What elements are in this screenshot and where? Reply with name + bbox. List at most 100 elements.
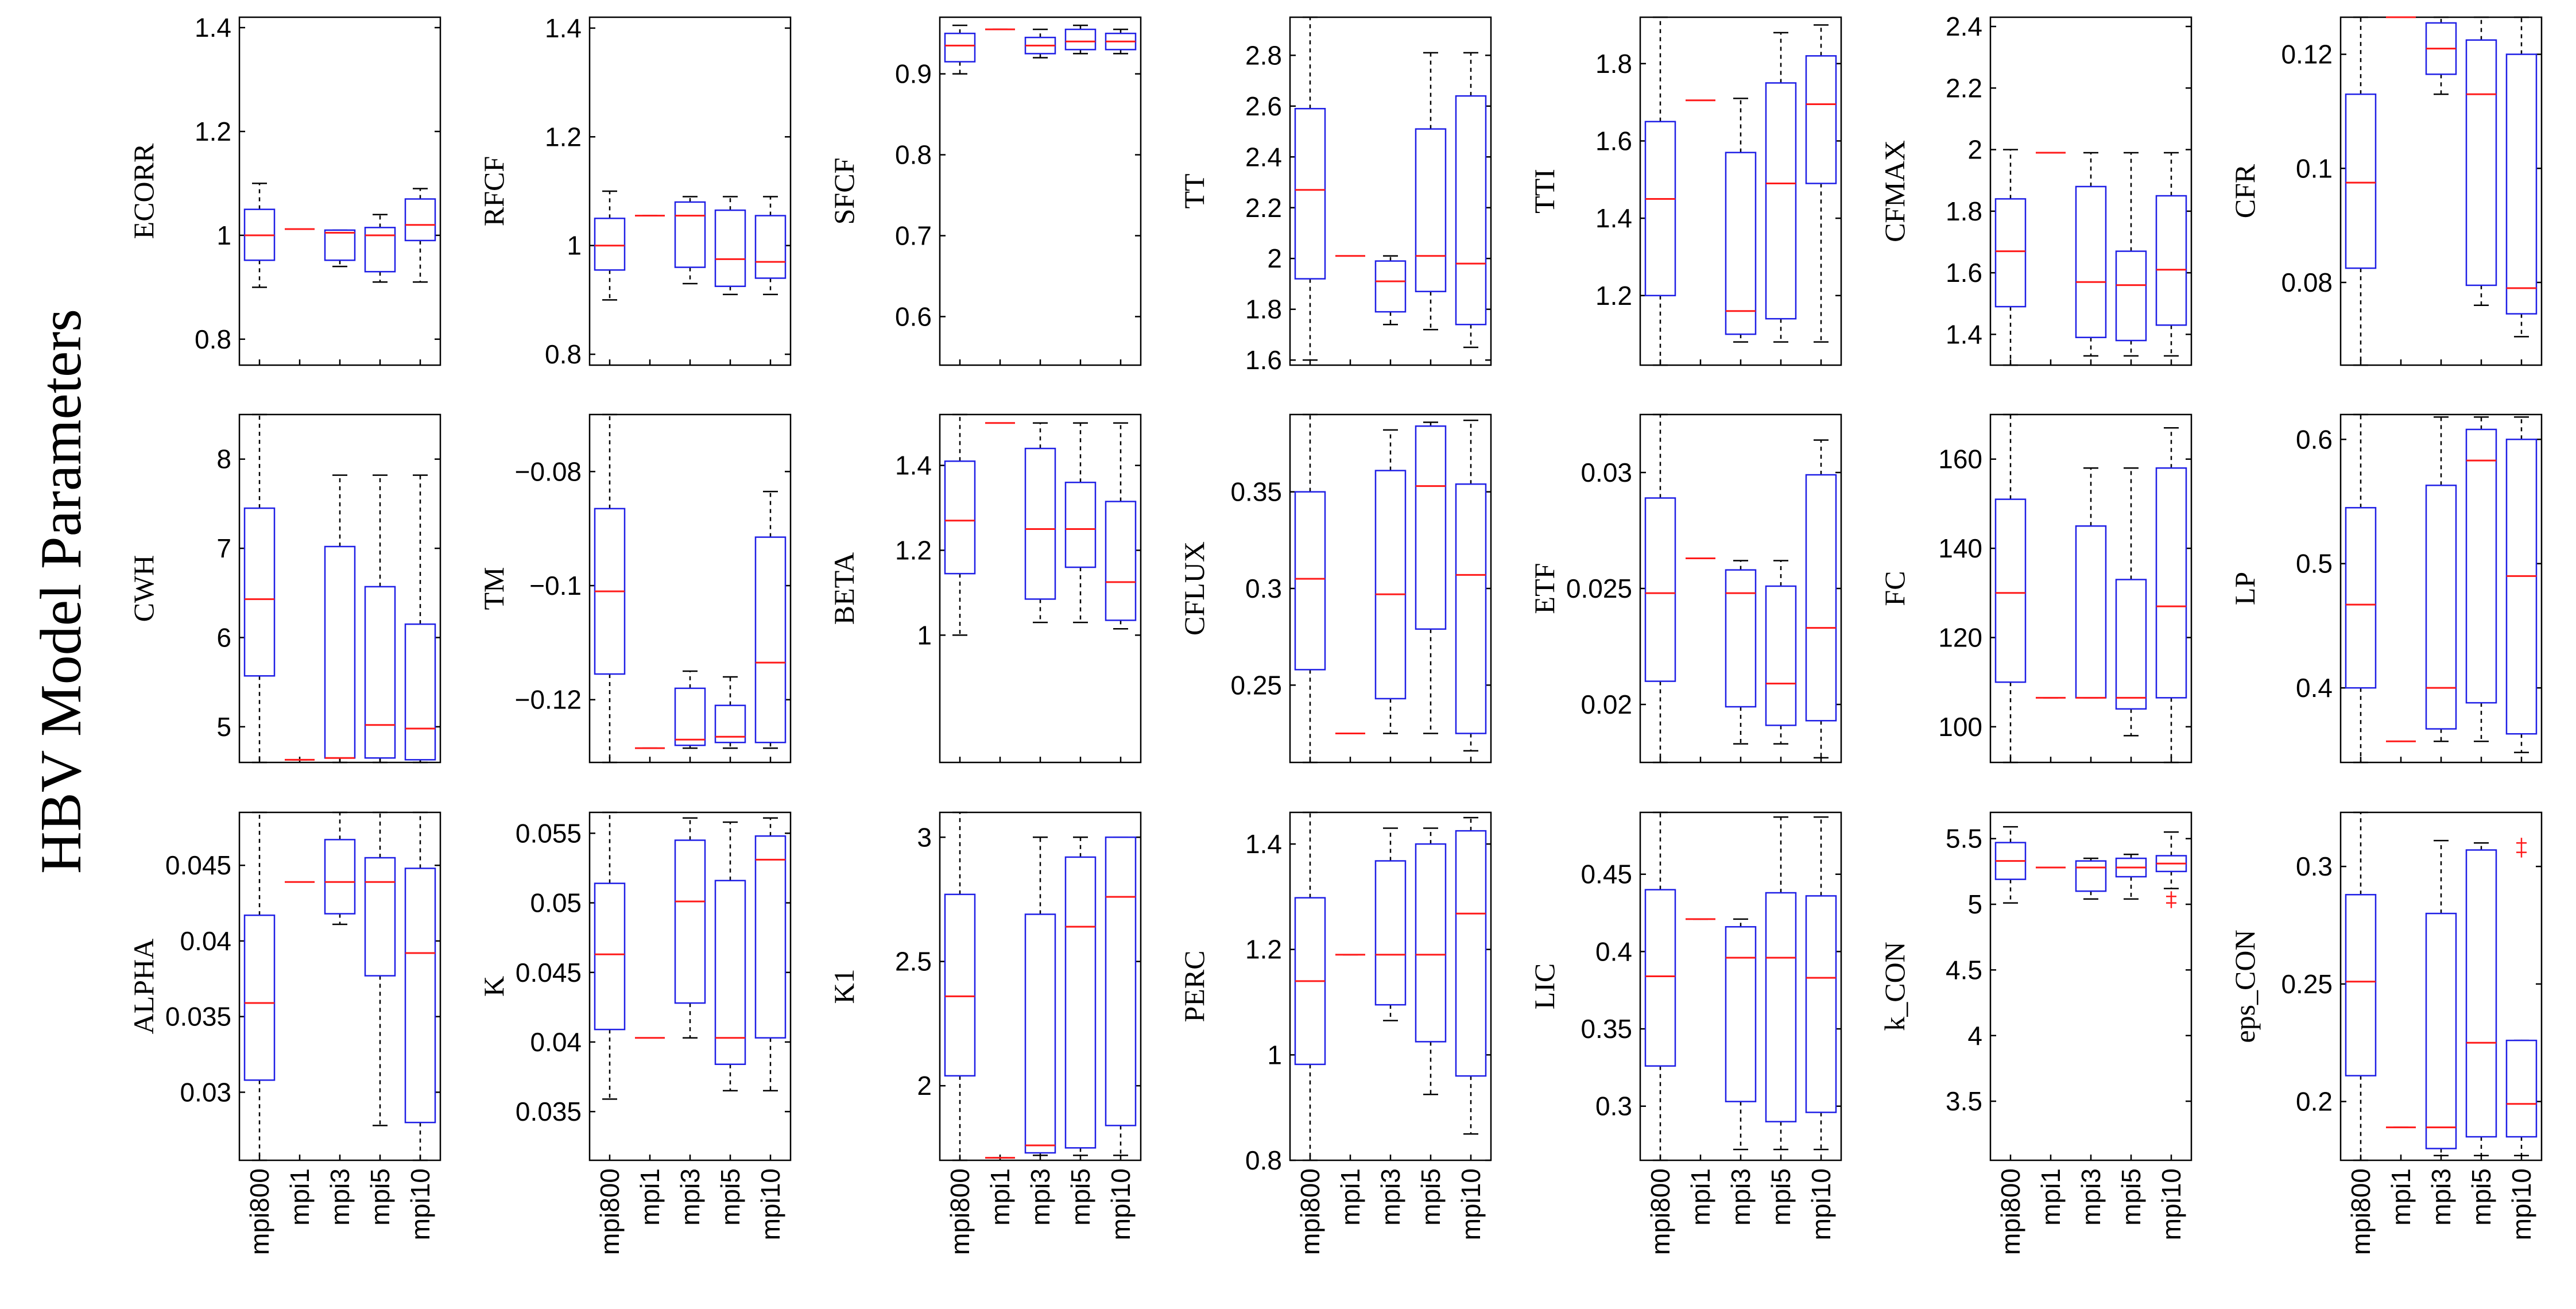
ytick-label: 1.4: [1946, 319, 1982, 349]
ytick-label: 0.3: [1245, 574, 1282, 603]
iqr-box: [243, 507, 276, 677]
xtick-label: mpi5: [1416, 1168, 1446, 1226]
iqr-box: [1765, 82, 1797, 320]
panel-ylabel: LIC: [1528, 963, 1560, 1010]
box-mpi5: [364, 811, 396, 1126]
panel-cflux: 0.25 0.3 0.35 CFLUX: [1178, 413, 1492, 764]
iqr-box: [404, 867, 436, 1124]
ytick-label: 1.2: [545, 122, 582, 152]
box-mpi5: [1064, 836, 1097, 1156]
box-mpi5: [2115, 853, 2147, 900]
box-mpi10: [1805, 24, 1837, 343]
box-mpi10: [1105, 836, 1137, 1156]
ytick-label: 2.4: [1245, 142, 1282, 172]
iqr-box: [2425, 485, 2457, 730]
box-mpi10: [1805, 439, 1837, 759]
iqr-box: [2075, 525, 2107, 699]
ytick-label: 1.8: [1245, 295, 1282, 324]
box-mpi5: [714, 821, 746, 1092]
xtick-label: mpi3: [325, 1168, 355, 1226]
iqr-box: [2345, 93, 2377, 269]
ytick-label: 0.8: [545, 339, 582, 369]
box-mpi800: [594, 190, 626, 301]
panel-ylabel: ECORR: [127, 143, 160, 239]
iqr-box: [714, 209, 746, 287]
xtick-label: mpi800: [1295, 1168, 1325, 1255]
ytick-label: 6: [216, 622, 231, 652]
ytick-label: 0.3: [2296, 851, 2333, 881]
iqr-box: [1455, 830, 1487, 1077]
box-mpi800: [594, 413, 626, 764]
box-mpi3: [1024, 28, 1056, 59]
ytick-label: 0.3: [1595, 1091, 1632, 1121]
iqr-box: [944, 460, 976, 575]
iqr-box: [1064, 481, 1097, 568]
box-mpi10: [2155, 427, 2187, 764]
ytick-label: 1.4: [895, 451, 932, 481]
panel-etf: 0.02 0.025 0.03 ETF: [1528, 413, 1842, 764]
xtick-label: mpi5: [365, 1168, 395, 1226]
panel-ylabel: K1: [828, 969, 860, 1004]
iqr-box: [1725, 152, 1757, 335]
box-mpi800: [1644, 811, 1676, 1161]
panel-ylabel: PERC: [1178, 950, 1210, 1022]
ytick-label: 0.05: [530, 888, 582, 918]
ytick-label: 0.4: [1595, 936, 1632, 966]
box-mpi5: [1765, 816, 1797, 1151]
xtick-label: mpi800: [1996, 1168, 2025, 1255]
iqr-box: [754, 536, 787, 743]
box-mpi3: [1725, 918, 1757, 1151]
xtick-label: mpi10: [1456, 1168, 1486, 1240]
box-mpi800: [944, 413, 976, 636]
ytick-label: 0.8: [195, 324, 231, 354]
ytick-label: 1.2: [195, 117, 231, 146]
box-mpi5: [1415, 52, 1447, 331]
xtick-label: mpi1: [985, 1168, 1015, 1226]
ytick-label: 0.03: [1581, 458, 1632, 487]
ytick-label: 0.045: [165, 850, 231, 880]
ytick-label: 3.5: [1946, 1086, 1982, 1116]
iqr-box: [2155, 467, 2187, 699]
box-mpi3: [324, 229, 356, 268]
panel-ylabel: CFR: [2229, 164, 2261, 218]
xtick-label: mpi10: [1806, 1168, 1836, 1240]
box-mpi800: [594, 811, 626, 1100]
ytick-label: 0.2: [2296, 1087, 2333, 1117]
xtick-label: mpi1: [2386, 1168, 2416, 1226]
ytick-label: 0.8: [1245, 1145, 1282, 1175]
panel-tt: 1.6 1.8 2 2.2 2.4 2.6 2.8 TT: [1178, 16, 1492, 375]
box-mpi3: [1024, 422, 1056, 623]
box-mpi5: [1765, 32, 1797, 343]
box-mpi10: [404, 811, 436, 1161]
ytick-label: 0.6: [2296, 424, 2333, 454]
box-mpi10: [754, 196, 787, 296]
panel-tm: −0.12 −0.1 −0.08 TM: [478, 413, 792, 764]
iqr-box: [674, 839, 706, 1004]
panel-ylabel: FC: [1878, 571, 1911, 606]
ytick-label: 1.6: [1245, 345, 1282, 375]
box-mpi3: [1725, 560, 1757, 745]
ytick-label: 0.35: [1230, 477, 1282, 507]
xtick-label: mpi3: [1025, 1168, 1055, 1226]
box-mpi800: [1294, 811, 1326, 1161]
iqr-box: [594, 882, 626, 1031]
ytick-label: 1.2: [895, 535, 932, 565]
ytick-label: 0.035: [165, 1002, 231, 1032]
ytick-label: 0.45: [1581, 859, 1632, 889]
ytick-label: 8: [216, 444, 231, 474]
iqr-box: [2425, 912, 2457, 1149]
xtick-label: mpi10: [1106, 1168, 1136, 1240]
ytick-label: 0.08: [2281, 268, 2333, 297]
iqr-box: [1105, 836, 1137, 1126]
ytick-label: 2: [1267, 243, 1282, 273]
iqr-box: [1294, 491, 1326, 671]
xtick-label: mpi3: [1376, 1168, 1405, 1226]
iqr-box: [243, 914, 276, 1081]
ytick-label: 1.2: [1245, 935, 1282, 965]
panel-ylabel: CFLUX: [1178, 541, 1210, 636]
panel-k1: 2 2.5 3 mpi800 mpi1 mpi3 mpi5 mpi10 K1: [828, 811, 1142, 1255]
box-mpi800: [1294, 413, 1326, 764]
panel-beta: 1 1.2 1.4 BETA: [828, 413, 1142, 764]
iqr-box: [1455, 483, 1487, 734]
iqr-box: [1644, 497, 1676, 682]
